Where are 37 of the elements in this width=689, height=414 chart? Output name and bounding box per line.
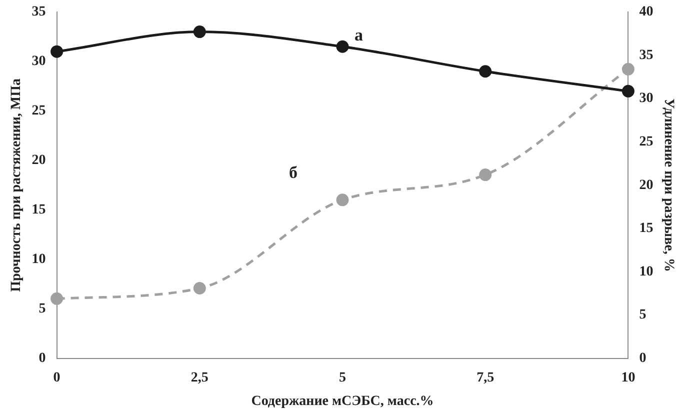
x-tick-label: 2,5 bbox=[190, 370, 208, 386]
point bbox=[622, 62, 634, 76]
y2-axis-title: Удлинение при разрыве, % bbox=[660, 98, 676, 272]
y2-tick-label: 20 bbox=[639, 178, 654, 193]
x-tick-label: 5 bbox=[339, 370, 346, 386]
point bbox=[622, 84, 634, 98]
series-label: а bbox=[354, 26, 364, 45]
y-tick-label: 0 bbox=[38, 351, 46, 366]
x-tick-label: 7,5 bbox=[476, 370, 494, 386]
point bbox=[193, 282, 206, 295]
point bbox=[336, 194, 349, 206]
y-tick-label: 10 bbox=[32, 252, 46, 268]
y2-tick-label: 15 bbox=[639, 221, 654, 236]
y2-tick-label: 10 bbox=[639, 264, 654, 280]
y2-tick-label: 40 bbox=[639, 4, 654, 20]
y-tick-label: 30 bbox=[32, 54, 46, 70]
y2-tick-label: 0 bbox=[639, 351, 646, 366]
y-tick-label: 5 bbox=[38, 302, 46, 317]
point bbox=[50, 292, 64, 305]
x-axis-title: Содержание мСЭБС, масс.% bbox=[251, 394, 434, 410]
y2-tick-label: 35 bbox=[639, 48, 654, 63]
y2-tick-label: 25 bbox=[639, 134, 654, 150]
point bbox=[50, 45, 64, 58]
point bbox=[336, 40, 349, 53]
y2-tick-label: 30 bbox=[639, 91, 654, 106]
point bbox=[193, 26, 206, 38]
y-tick-label: 15 bbox=[32, 202, 46, 218]
y-tick-label: 25 bbox=[32, 104, 46, 119]
y-tick-label: 20 bbox=[32, 153, 46, 168]
point bbox=[479, 168, 492, 182]
x-tick-label: 0 bbox=[53, 370, 60, 386]
y-tick-label: 35 bbox=[32, 4, 46, 20]
y2-tick-label: 5 bbox=[639, 308, 646, 323]
x-tick-label: 10 bbox=[621, 370, 636, 386]
y-axis-title: Прочность при растяжении, МПа bbox=[9, 78, 24, 292]
text: б bbox=[289, 162, 298, 182]
point bbox=[479, 65, 492, 78]
